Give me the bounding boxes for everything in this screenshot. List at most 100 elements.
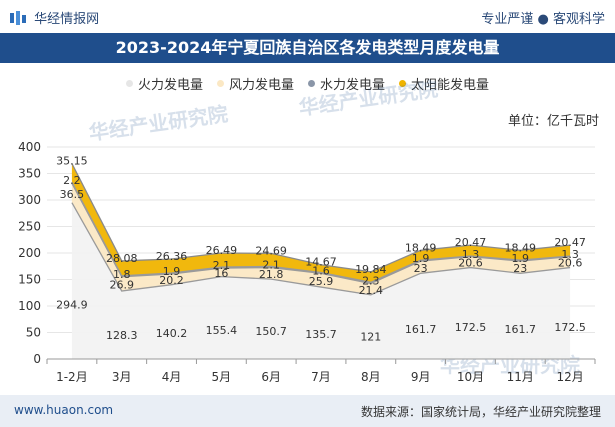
area-2 [71, 183, 571, 295]
data-label: 21.8 [259, 268, 284, 281]
data-label: 20.6 [558, 257, 583, 270]
x-axis: 1-2月 3月 4月 5月 6月 7月 8月 9月 10月 11月 12月 [46, 358, 596, 384]
data-label: 121 [360, 331, 381, 344]
data-label: 1.6 [312, 265, 330, 278]
data-label: 23 [414, 262, 428, 275]
y-tick-label: 150 [18, 273, 41, 287]
legend-swatch [125, 80, 133, 87]
data-label: 172.5 [455, 321, 487, 334]
x-tick-label: 3月 [112, 370, 132, 384]
data-label: 2.2 [63, 174, 81, 187]
data-label: 1.3 [462, 248, 480, 261]
legend-swatch [308, 80, 315, 87]
data-label: 14.67 [305, 256, 337, 269]
legend-label: 水力发电量 [320, 78, 386, 93]
data-label: 26.9 [109, 279, 134, 292]
footer: www.huaon.com 数据来源：国家统计局，华经产业研究院整理 [0, 395, 615, 427]
x-tick-label: 8月 [361, 370, 381, 384]
data-label: 24.69 [255, 244, 287, 257]
data-label: 140.2 [156, 327, 188, 340]
legend-swatch [216, 80, 224, 87]
x-tick-label: 12月 [556, 370, 583, 384]
data-label: 28.08 [106, 252, 138, 265]
series-line [71, 181, 571, 283]
svg-text:华经产业研究院: 华经产业研究院 [87, 102, 229, 145]
data-label: 161.7 [405, 323, 437, 336]
data-labels: 294.9 128.3 140.2 155.4 150.7 135.7 121 161.7 17… [56, 155, 586, 344]
legend-item: 风力发电量 [216, 74, 294, 93]
area-4 [71, 163, 571, 283]
legend-label: 太阳能发电量 [411, 78, 490, 93]
data-label: 19.84 [355, 263, 387, 276]
x-tick-label: 1-2月 [56, 370, 88, 384]
series-line [71, 183, 571, 285]
data-label: 155.4 [206, 324, 238, 337]
data-label: 20.2 [159, 274, 184, 287]
data-label: 23 [513, 262, 527, 275]
unit-label: 单位：亿千瓦时 [507, 114, 599, 129]
data-label: 20.6 [458, 257, 483, 270]
data-label: 1.9 [512, 252, 530, 265]
data-label: 1.9 [163, 265, 181, 278]
area-1 [71, 202, 571, 359]
x-tick-label: 5月 [212, 370, 232, 384]
data-label: 150.7 [255, 325, 287, 338]
data-label: 26.36 [156, 250, 188, 263]
y-tick-label: 50 [26, 326, 41, 340]
legend-item: 火力发电量 [125, 74, 203, 93]
series-line [71, 202, 571, 296]
data-label: 18.49 [505, 241, 537, 254]
svg-text:华经产业研究院: 华经产业研究院 [297, 77, 439, 120]
legend-label: 火力发电量 [137, 78, 203, 93]
data-label: 20.47 [554, 236, 586, 249]
y-tick-label: 100 [18, 299, 41, 313]
y-tick-label: 250 [18, 220, 41, 234]
data-label: 36.5 [60, 188, 85, 201]
chart-title: 2023-2024年宁夏回族自治区各发电类型月度发电量 [115, 38, 500, 57]
data-label: 20.47 [455, 236, 487, 249]
y-tick-label: 400 [18, 140, 41, 154]
data-label: 18.49 [405, 241, 437, 254]
footer-source: 数据来源：国家统计局，华经产业研究院整理 [360, 405, 601, 419]
x-tick-label: 4月 [162, 370, 182, 384]
data-label: 2.1 [262, 258, 280, 271]
y-tick-label: 200 [18, 246, 41, 260]
y-tick-label: 350 [18, 167, 41, 181]
brand-name: 华经情报网 [34, 12, 100, 27]
data-label: 172.5 [554, 321, 586, 334]
footer-site: www.huaon.com [14, 403, 114, 417]
tagline: 专业严谨 ● 客观科学 [481, 12, 605, 27]
x-tick-label: 11月 [507, 370, 534, 384]
data-label: 161.7 [505, 323, 537, 336]
data-label: 294.9 [56, 298, 88, 311]
x-tick-label: 10月 [457, 370, 484, 384]
boundary-lines [71, 163, 571, 296]
brand: 华经情报网 [10, 8, 99, 27]
legend-item: 水力发电量 [308, 74, 385, 93]
chart-legend: 火力发电量 风力发电量 水力发电量 太阳能发电量 [0, 74, 615, 93]
data-label: 1.8 [113, 268, 131, 281]
y-axis: 0 50 100 150 200 250 300 350 400 [18, 140, 41, 366]
series-line [71, 163, 571, 273]
x-tick-label: 9月 [411, 370, 431, 384]
data-label: 25.9 [309, 275, 334, 288]
data-label: 1.3 [561, 248, 579, 261]
title-bar: 2023-2024年宁夏回族自治区各发电类型月度发电量 [0, 33, 615, 63]
data-label: 21.4 [359, 284, 384, 297]
legend-swatch [399, 80, 407, 87]
legend-item: 太阳能发电量 [399, 74, 489, 93]
data-label: 16 [214, 267, 228, 280]
data-label: 2.3 [362, 274, 380, 287]
y-tick-label: 300 [18, 193, 41, 207]
data-label: 35.15 [56, 155, 88, 168]
data-label: 135.7 [305, 328, 337, 341]
top-bar: 华经情报网 专业严谨 ● 客观科学 [0, 0, 615, 33]
y-tick-label: 0 [33, 352, 41, 366]
legend-label: 风力发电量 [228, 78, 294, 93]
data-label: 128.3 [106, 329, 138, 342]
x-tick-label: 6月 [261, 370, 281, 384]
data-label: 26.49 [206, 244, 238, 257]
data-label: 1.9 [412, 252, 430, 265]
x-tick-label: 7月 [311, 370, 331, 384]
